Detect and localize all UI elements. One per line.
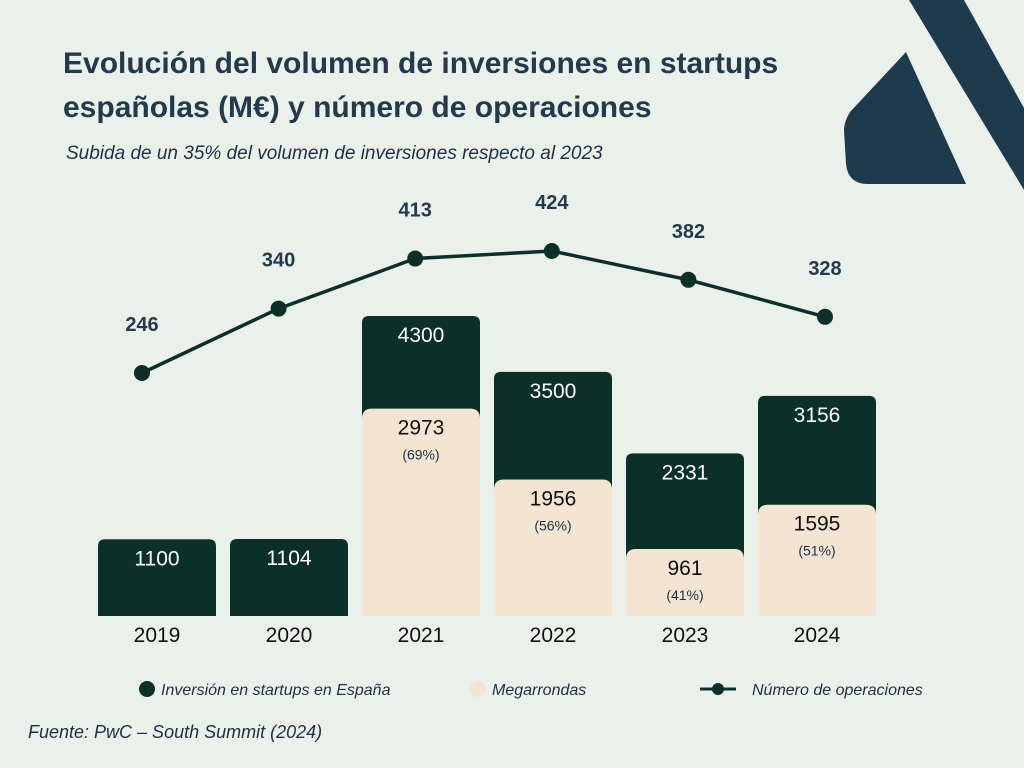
bar-investment-label: 1104	[266, 547, 311, 570]
bar-megarounds-label: 1595	[794, 513, 841, 536]
legend-label-megarounds: Megarrondas	[492, 682, 586, 699]
operations-point	[407, 250, 424, 267]
x-tick-label: 2024	[794, 624, 841, 647]
x-tick-label: 2021	[398, 624, 445, 647]
operations-line	[141, 249, 826, 375]
operations-point	[134, 365, 150, 381]
bar-investment	[98, 539, 216, 616]
bar-megarounds-label: 2973	[398, 417, 445, 440]
operations-label: 340	[262, 250, 295, 272]
bar-investment-label: 3500	[530, 380, 577, 403]
legend-label-operations: Número de operaciones	[752, 682, 923, 699]
source-note: Fuente: PwC – South Summit (2024)	[28, 722, 323, 742]
bar-investment-label: 1100	[134, 547, 179, 570]
operations-label: 328	[808, 258, 841, 280]
legend-marker-operations	[712, 683, 724, 695]
chart-title: Evolución del volumen de inversiones en …	[63, 47, 779, 124]
legend-label-investment: Inversión en startups en España	[161, 682, 391, 699]
bar-megarounds	[758, 504, 876, 616]
brand-logo-mark	[844, 0, 1024, 190]
operations-point	[270, 300, 287, 317]
bar-megarounds-share: (41%)	[666, 587, 703, 603]
operations-label: 246	[125, 314, 158, 336]
operations-label: 413	[399, 200, 432, 222]
bar-megarounds-label: 961	[667, 557, 702, 580]
bar-megarounds	[626, 548, 744, 616]
x-tick-label: 2022	[530, 624, 577, 647]
bar-megarounds-label: 1956	[530, 488, 577, 511]
bar-megarounds-share: (56%)	[534, 518, 571, 534]
legend-marker-megarounds	[470, 681, 486, 697]
bar-investment-label: 3156	[794, 404, 841, 427]
bar-megarounds-share: (69%)	[402, 447, 439, 463]
bar-megarounds	[362, 408, 480, 616]
x-tick-label: 2023	[662, 624, 709, 647]
bar-investment-label: 4300	[398, 324, 445, 347]
logo-stripe	[909, 0, 1024, 190]
logo-triangle	[844, 52, 966, 184]
operations-label: 424	[535, 192, 569, 214]
legend-marker-investment	[139, 681, 155, 697]
operations-point	[543, 243, 560, 259]
bar-megarounds	[494, 479, 612, 616]
operations-label: 382	[672, 221, 705, 243]
bar-megarounds-share: (51%)	[798, 543, 835, 559]
bar-investment	[230, 538, 348, 616]
operations-point	[680, 271, 697, 288]
chart-subtitle: Subida de un 35% del volumen de inversio…	[66, 143, 603, 164]
x-tick-label: 2019	[134, 624, 181, 647]
bar-investment-label: 2331	[662, 461, 709, 484]
x-tick-label: 2020	[266, 624, 313, 647]
operations-point	[817, 308, 833, 325]
